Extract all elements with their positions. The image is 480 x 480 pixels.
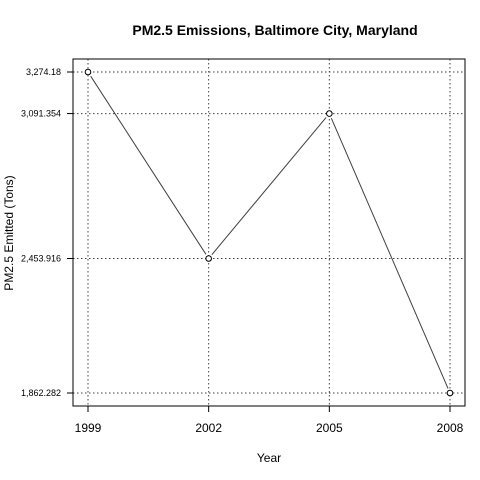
y-axis-label: PM2.5 Emitted (Tons) <box>2 175 16 290</box>
plot-frame <box>72 58 466 407</box>
data-series-line <box>90 75 449 389</box>
x-tick-label-2008: 2008 <box>437 421 464 435</box>
x-axis: 1999 2002 2005 2008 <box>75 405 464 435</box>
x-tick-label-2005: 2005 <box>316 421 343 435</box>
series-segment-1 <box>90 75 207 255</box>
x-tick-label-1999: 1999 <box>75 421 102 435</box>
data-points <box>84 68 454 397</box>
chart-title: PM2.5 Emissions, Baltimore City, Marylan… <box>132 22 417 38</box>
grid-lines <box>73 59 465 406</box>
data-point-2005 <box>326 110 333 117</box>
x-axis-label: Year <box>257 451 281 465</box>
data-point-2002 <box>205 255 212 262</box>
y-tick-label-1: 3,274.18 <box>26 67 61 77</box>
x-tick-label-2002: 2002 <box>195 421 222 435</box>
y-tick-label-2: 3,091.354 <box>21 109 61 119</box>
data-point-1999 <box>84 68 92 76</box>
series-segment-3 <box>330 117 449 389</box>
y-tick-label-4: 1,862.282 <box>21 388 61 398</box>
series-segment-2 <box>211 117 327 255</box>
y-tick-label-3: 2,453.916 <box>21 253 61 263</box>
y-axis: 3,274.18 3,091.354 2,453.916 1,862.282 <box>21 67 74 398</box>
data-point-2008 <box>446 389 454 397</box>
